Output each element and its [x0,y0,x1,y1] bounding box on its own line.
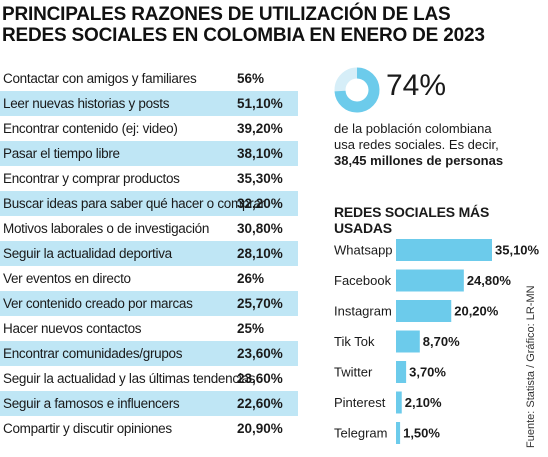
social-value-label: 2,10% [405,395,442,410]
reason-row: Compartir y discutir opiniones 20,90% [0,416,298,441]
donut-arc [334,67,380,113]
reason-row: Ver eventos en directo 26% [0,266,298,291]
reason-value: 38,10% [237,146,283,161]
reason-value: 56% [237,71,265,86]
reason-row: Encontrar y comprar productos 35,30% [0,166,298,191]
reason-value: 20,90% [237,421,283,436]
reason-label: Encontrar y comprar productos [3,171,180,186]
social-bar [396,330,420,353]
population-donut [334,67,380,113]
reason-label: Buscar ideas para saber qué hacer o comp… [3,196,265,211]
social-category-label: Pinterest [334,395,386,410]
reason-label: Compartir y discutir opiniones [3,421,172,436]
social-category-label: Facebook [334,273,392,288]
social-value-label: 20,20% [454,304,499,319]
reason-value: 32,20% [237,196,283,211]
social-bar-chart: Whatsapp 35,10% Facebook 24,80% Instagram 20,… [334,239,540,444]
population-percent: 74% [386,69,447,102]
source-credit: Fuente: Statista / Gráfico: LR-MN [525,285,537,448]
reason-row: Seguir la actualidad y las últimas tende… [0,366,298,391]
reason-value: 25% [237,321,265,336]
reason-row: Seguir a famosos e influencers 22,60% [0,391,298,416]
social-category-label: Instagram [334,304,392,319]
reason-value: 30,80% [237,221,283,236]
reason-value: 35,30% [237,171,283,186]
reason-row: Encontrar contenido (ej: video) 39,20% [0,116,298,141]
reason-row: Hacer nuevos contactos 25% [0,316,298,341]
reason-row: Contactar con amigos y familiares 56% [0,66,298,91]
social-value-label: 24,80% [467,273,512,288]
reason-label: Ver contenido creado por marcas [3,296,193,311]
social-category-label: Tik Tok [334,334,375,349]
social-value-label: 1,50% [403,426,440,441]
reason-value: 23,60% [237,371,283,386]
social-category-label: Twitter [334,365,373,380]
chart-title-line-1: PRINCIPALES RAZONES DE UTILIZACIÓN DE LA… [2,4,451,25]
social-value-label: 35,10% [495,243,540,258]
social-bar [396,361,407,383]
social-bar [396,391,402,414]
social-bar [396,269,464,292]
social-chart-title: REDES SOCIALES MÁS USADAS [334,204,490,236]
reason-label: Seguir a famosos e influencers [3,396,180,411]
reason-value: 51,10% [237,96,283,111]
reason-row: Encontrar comunidades/grupos 23,60% [0,341,298,366]
reason-label: Hacer nuevos contactos [3,321,142,336]
reason-value: 26% [237,271,265,286]
social-bar [396,422,401,444]
reason-value: 23,60% [237,346,283,361]
reason-value: 22,60% [237,396,283,411]
reason-label: Leer nuevas historias y posts [3,96,170,111]
reason-row: Pasar el tiempo libre 38,10% [0,141,298,166]
population-text: de la población colombiana usa redes soc… [334,121,534,169]
reason-label: Encontrar contenido (ej: video) [3,121,178,136]
reason-value: 39,20% [237,121,283,136]
social-bar [396,300,452,322]
social-category-label: Telegram [334,426,387,441]
population-donut-svg [334,67,380,113]
reason-label: Motivos laborales o de investigación [3,221,210,236]
population-text-line-3: 38,45 millones de personas [334,153,504,168]
social-value-label: 3,70% [409,365,446,380]
social-value-label: 8,70% [423,334,460,349]
social-bar [396,239,492,261]
social-category-label: Whatsapp [334,243,393,258]
reason-value: 25,70% [237,296,283,311]
reason-label: Ver eventos en directo [3,271,131,286]
reasons-table: Contactar con amigos y familiares 56% Leer… [0,66,298,441]
population-text-line-2: usa redes sociales. Es decir, [334,137,499,152]
reason-row: Motivos laborales o de investigación 30,8… [0,216,298,241]
reason-row: Buscar ideas para saber qué hacer o comp… [0,191,298,216]
reason-value: 28,10% [237,246,283,261]
reason-label: Seguir la actualidad deportiva [3,246,172,261]
chart-title-line-2: REDES SOCIALES EN COLOMBIA EN ENERO DE 2… [2,25,485,46]
reason-label: Pasar el tiempo libre [3,146,120,161]
reason-row: Seguir la actualidad deportiva 28,10% [0,241,298,266]
reason-row: Leer nuevas historias y posts 51,10% [0,91,298,116]
reason-label: Contactar con amigos y familiares [3,71,197,86]
population-text-line-1: de la población colombiana [334,121,492,136]
reason-label: Encontrar comunidades/grupos [3,346,183,361]
chart-title: PRINCIPALES RAZONES DE UTILIZACIÓN DE LA… [2,4,522,46]
reason-label: Seguir la actualidad y las últimas tende… [3,371,256,386]
reason-row: Ver contenido creado por marcas 25,70% [0,291,298,316]
